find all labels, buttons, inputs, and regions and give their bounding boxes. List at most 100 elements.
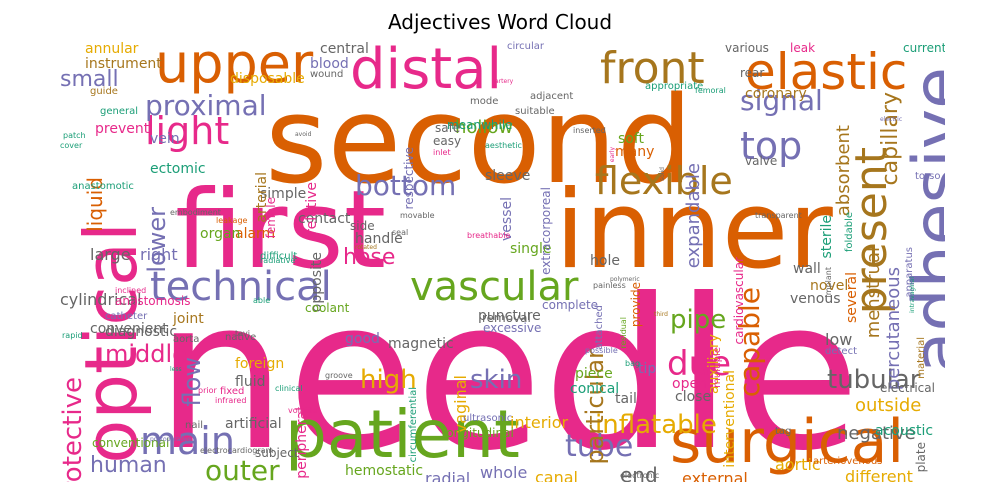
word-leakage: leakage — [216, 217, 247, 225]
word-pipe: pipe — [670, 307, 726, 333]
word-annular: annular — [85, 42, 138, 56]
word-various: various — [725, 42, 769, 54]
word-bag: bag — [625, 360, 640, 368]
word-torso: torso — [915, 172, 940, 182]
word-groove: groove — [325, 372, 353, 380]
word-proximal: proximal — [145, 92, 267, 120]
word-multiple: multiple — [713, 347, 723, 388]
word-electric: electric — [880, 117, 902, 123]
word-movable: movable — [400, 212, 435, 220]
word-seal: seal — [392, 229, 408, 237]
word-cardiovascular: cardiovascular — [733, 257, 745, 345]
word-attached: attached — [595, 305, 605, 349]
word-general: general — [100, 107, 138, 117]
word-acoustic: acoustic — [875, 424, 933, 438]
word-artery: artery — [495, 79, 513, 85]
word-outer: outer — [205, 457, 280, 482]
word-rapid: rapid — [62, 332, 83, 340]
word-intravaginal: intravaginal — [910, 277, 916, 313]
word-catheter: catheter — [105, 312, 147, 322]
word-right: right — [140, 247, 178, 263]
word-postoperative: postoperative — [150, 437, 192, 443]
word-good: good — [345, 332, 380, 346]
word-central: central — [320, 42, 369, 56]
word-canal: canal — [535, 470, 578, 482]
word-piece: piece — [575, 367, 613, 381]
word-less: less — [170, 367, 182, 373]
word-current: current — [903, 42, 945, 54]
word-inflatable: inflatable — [595, 412, 717, 438]
word-respective: respective — [403, 147, 415, 209]
word-prior: prior — [198, 387, 217, 395]
word-whole: whole — [480, 465, 527, 481]
word-sleeve: sleeve — [485, 169, 530, 183]
word-wall: wall — [793, 262, 821, 276]
word-ectomic: ectomic — [150, 162, 206, 176]
word-aesthetic: aesthetic — [485, 142, 522, 150]
word-expandable: expandable — [685, 163, 703, 268]
word-clinical: clinical — [275, 385, 303, 393]
word-arteriovenous: arteriovenous — [813, 457, 882, 467]
word-tag: tag — [775, 427, 791, 437]
word-valve: valve — [745, 155, 777, 167]
word-inlet: inlet — [433, 149, 451, 157]
word-hole: hole — [590, 254, 620, 268]
word-painless: painless — [593, 282, 626, 290]
word-skin: skin — [470, 367, 522, 393]
word-circumferential: circumferential — [409, 387, 419, 462]
word-electrocardiogram: electrocardiogram — [200, 447, 273, 455]
word-distal: distal — [350, 42, 502, 98]
word-magnetic: magnetic — [388, 337, 454, 351]
word-leak: leak — [790, 42, 815, 54]
word-extracorporeal: extracorporeal — [540, 187, 552, 275]
word-ultrasonic: ultrasonic — [463, 414, 512, 424]
word-guide: guide — [90, 87, 118, 97]
word-many: many — [615, 145, 654, 159]
word-large: large — [90, 247, 131, 263]
word-cloud: needlesecondfirstinneropticaladhesivepat… — [55, 37, 945, 482]
word-interventional: interventional — [723, 370, 737, 468]
word-breathable: breathable — [467, 232, 510, 240]
word-possible: possible — [585, 347, 618, 355]
word-hemostatic: hemostatic — [345, 464, 423, 478]
word-vein: vein — [150, 132, 180, 146]
word-conical: conical — [570, 382, 619, 396]
word-wound: wound — [310, 70, 343, 80]
word-coronary: coronary — [745, 87, 807, 101]
word-rotated: rotated — [355, 245, 377, 251]
word-avoid: avoid — [295, 132, 311, 138]
word-coolant: coolant — [305, 302, 349, 314]
word-embodiment: embodiment — [170, 209, 221, 217]
word-early: early — [610, 147, 616, 162]
chart-title: Adjectives Word Cloud — [0, 10, 1000, 34]
word-middle: middle — [105, 342, 187, 366]
word-femoral: femoral — [695, 87, 726, 95]
word-longitudinal: longitudinal — [443, 427, 514, 439]
word-artificial: artificial — [225, 417, 282, 431]
word-circular: circular — [507, 42, 544, 52]
word-complete: complete — [542, 299, 598, 311]
word-tip: tip — [638, 362, 656, 376]
word-several: several — [845, 272, 859, 323]
word-female: female — [265, 197, 277, 238]
word-menstrual: menstrual — [865, 247, 883, 338]
word-radial: radial — [425, 471, 470, 482]
word-anastomotic: anastomotic — [72, 182, 134, 192]
word-provide: provide — [630, 282, 642, 327]
word-patch: patch — [63, 132, 86, 140]
word-electrical: electrical — [880, 382, 935, 394]
word-inserted: inserted — [573, 127, 606, 135]
word-able: able — [253, 297, 270, 305]
word-diagnostic: diagnostic — [105, 325, 177, 339]
word-suitable: suitable — [515, 107, 555, 117]
word-human: human — [90, 455, 167, 477]
word-implant: implant — [825, 267, 833, 297]
word-easy: easy — [433, 135, 461, 147]
word-absorbent: absorbent — [835, 125, 853, 216]
word-solid: solid — [660, 167, 666, 181]
word-relative: relative — [305, 182, 319, 235]
word-meanwhile: meanwhile — [447, 119, 513, 131]
word-cover: cover — [60, 142, 82, 150]
word-capillary: capillary — [880, 92, 902, 185]
word-disposable: disposable — [230, 72, 305, 86]
